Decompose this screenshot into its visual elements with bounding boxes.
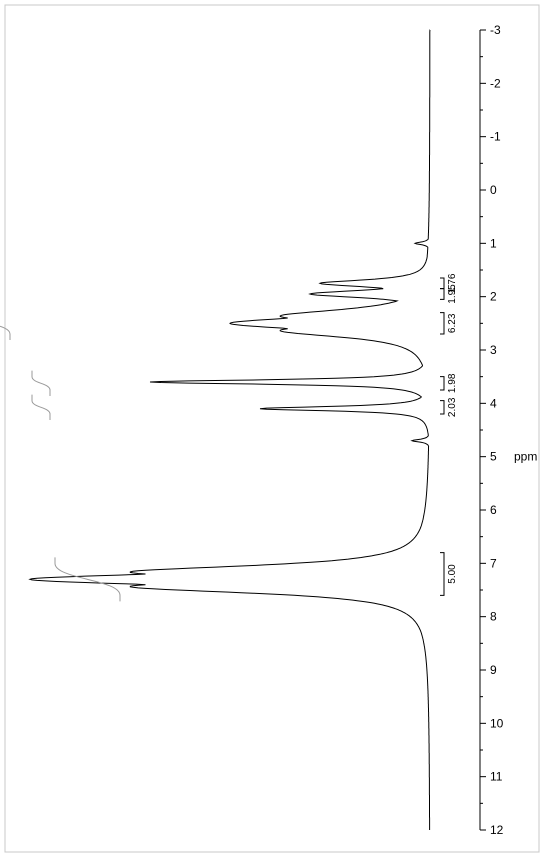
spectrum-trace [30, 30, 430, 830]
ppm-tick-label: 9 [490, 663, 497, 677]
ppm-tick-label: 0 [490, 183, 497, 197]
integral-bracket [440, 289, 444, 300]
integral-bracket [440, 377, 444, 390]
integral-curve [32, 395, 50, 420]
ppm-tick-label: 8 [490, 610, 497, 624]
ppm-tick-label: 1 [490, 236, 497, 250]
integral-bracket [440, 313, 444, 334]
ppm-axis-title: ppm [514, 450, 537, 464]
integral-curve [32, 371, 50, 396]
integral-value-label: 6.23 [447, 313, 458, 333]
ppm-tick-label: 4 [490, 396, 497, 410]
integral-value-label: 1.76 [447, 273, 458, 293]
integral-bracket [440, 278, 444, 289]
nmr-svg-canvas: -3-2-10123456789101112ppm5.002.031.986.2… [0, 0, 544, 857]
integral-bracket [440, 553, 444, 596]
ppm-tick-label: 5 [490, 450, 497, 464]
integral-curve [55, 557, 120, 601]
ppm-tick-label: 7 [490, 556, 497, 570]
ppm-tick-label: 10 [490, 716, 504, 730]
ppm-tick-label: 3 [490, 343, 497, 357]
integral-bracket [440, 401, 444, 414]
ppm-tick-label: 12 [490, 823, 504, 837]
integral-value-label: 1.98 [447, 373, 458, 393]
ppm-tick-label: 11 [490, 770, 503, 784]
nmr-spectrum-chart: -3-2-10123456789101112ppm5.002.031.986.2… [0, 0, 544, 857]
integral-value-label: 2.03 [447, 397, 458, 417]
ppm-tick-label: -2 [490, 76, 501, 90]
ppm-tick-label: -1 [490, 130, 501, 144]
ppm-tick-label: -3 [490, 23, 501, 37]
ppm-tick-label: 6 [490, 503, 497, 517]
ppm-tick-label: 2 [490, 290, 497, 304]
figure-border [5, 5, 539, 852]
integral-value-label: 5.00 [447, 564, 458, 584]
